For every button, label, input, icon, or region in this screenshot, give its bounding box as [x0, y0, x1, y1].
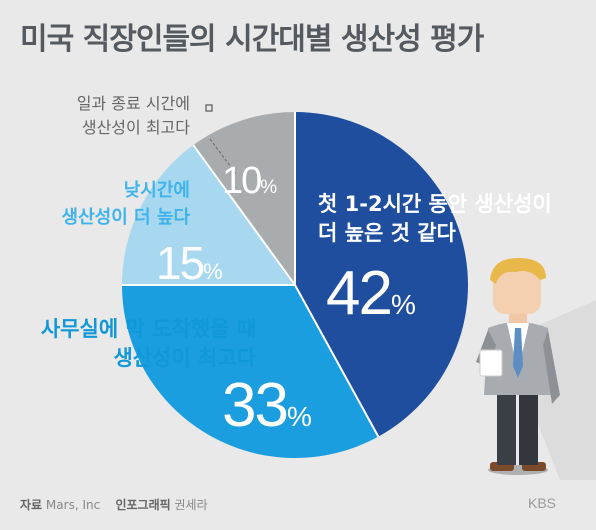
- right-leg: [519, 385, 538, 465]
- left-leg: [497, 385, 516, 465]
- graphic-credit-value: 권세라: [174, 498, 208, 512]
- footer-credits: 자료 Mars, Inc 인포그래픽 권세라: [20, 496, 208, 513]
- percent-value: 33: [222, 371, 289, 440]
- slice-label-end-of-day: 일과 종료 시간에 생산성이 최고다: [77, 92, 190, 140]
- percent-value: 10: [222, 160, 262, 202]
- coffee-cup-icon: [479, 349, 503, 377]
- slice-label-line: 일과 종료 시간에: [76, 94, 190, 113]
- pie-slice-3: [122, 145, 295, 285]
- slice-label-line: 첫 1-2시간 동안 생산성이: [318, 192, 552, 216]
- slice-label-line: 생산성이 최고다: [81, 118, 190, 137]
- slice-separator: [294, 284, 380, 438]
- percent-value: 15: [156, 237, 205, 289]
- slice-label-line: 사무실에 막 도착했을 때: [40, 317, 256, 341]
- kbs-logo: KBS: [528, 495, 557, 511]
- graphic-credit-label: 인포그래픽: [115, 498, 171, 512]
- necktie: [513, 328, 523, 378]
- slice-label-line: 더 높은 것 같다: [318, 221, 456, 245]
- leader-marker-icon: [205, 104, 213, 112]
- percent-symbol: %: [286, 401, 312, 432]
- slice-percent-first-hours: 42%: [326, 258, 416, 329]
- slice-label-first-hours: 첫 1-2시간 동안 생산성이 더 높은 것 같다: [318, 190, 552, 248]
- decorations: [205, 104, 596, 480]
- right-arm: [543, 330, 560, 404]
- slice-label-line: 생산성이 최고다: [113, 346, 256, 370]
- pie-slice-2: [122, 285, 379, 458]
- percent-symbol: %: [260, 177, 278, 198]
- slice-separator: [192, 144, 296, 286]
- percent-symbol: %: [390, 289, 416, 320]
- page-title: 미국 직장인들의 시간대별 생산성 평가: [20, 22, 484, 57]
- pie-slices: [122, 112, 468, 458]
- slice-label-arrival: 사무실에 막 도착했을 때 생산성이 최고다: [41, 315, 256, 373]
- face: [493, 270, 541, 314]
- slice-label-line: 생산성이 더 높다: [61, 207, 190, 228]
- percent-symbol: %: [203, 259, 223, 284]
- leader-line: [209, 138, 237, 175]
- slice-label-daytime: 낮시간에 생산성이 더 높다: [62, 177, 190, 231]
- source-label: 자료: [20, 498, 43, 512]
- hair: [490, 258, 546, 284]
- slice-label-line: 낮시간에: [123, 180, 190, 201]
- slice-percent-daytime: 15%: [156, 236, 223, 290]
- slice-percent-arrival: 33%: [222, 370, 312, 441]
- percent-value: 42: [326, 259, 393, 328]
- pie-slice-1: [295, 112, 468, 437]
- office-worker-illustration: [476, 258, 596, 480]
- pie-slice-4: [193, 112, 295, 285]
- source-value: Mars, Inc: [45, 498, 101, 512]
- slice-percent-end-of-day: 10%: [222, 160, 277, 203]
